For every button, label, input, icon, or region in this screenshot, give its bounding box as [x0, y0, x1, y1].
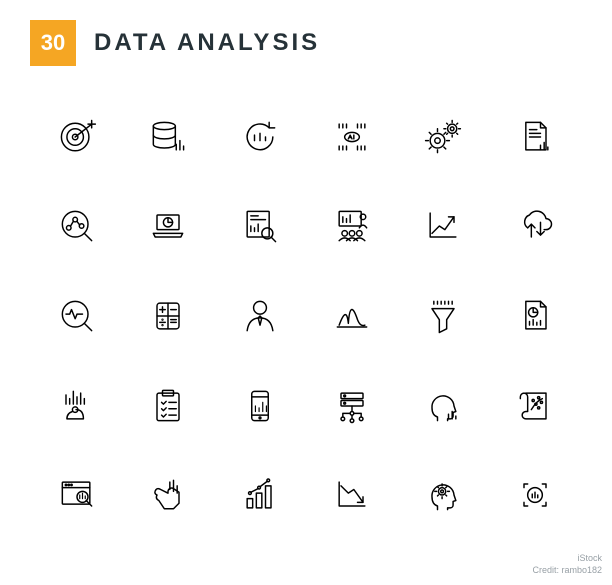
gears-icon	[402, 96, 486, 178]
magnify-pulse-icon	[35, 275, 119, 357]
browser-magnify-bars-icon	[35, 454, 119, 536]
paper-pie-bars-icon	[493, 275, 577, 357]
touch-bars-icon	[35, 365, 119, 447]
line-down-icon	[310, 454, 394, 536]
phone-chart-icon	[218, 365, 302, 447]
laptop-piechart-icon	[127, 186, 211, 268]
database-chart-icon	[127, 96, 211, 178]
line-up-icon	[402, 186, 486, 268]
calculator-icon	[127, 275, 211, 357]
ai-binary-icon	[310, 96, 394, 178]
watermark-line2: Credit: rambo182	[532, 565, 602, 575]
target-arrow-icon	[35, 96, 119, 178]
document-chart-icon	[493, 96, 577, 178]
page-title: DATA ANALYSIS	[94, 29, 320, 57]
watermark-line1: iStock	[577, 553, 602, 563]
bell-curve-icon	[310, 275, 394, 357]
head-gear-icon	[402, 454, 486, 536]
icon-grid	[0, 76, 612, 566]
cloud-updown-icon	[493, 186, 577, 268]
head-chart-icon	[402, 365, 486, 447]
server-network-icon	[310, 365, 394, 447]
focus-bars-icon	[493, 454, 577, 536]
magnify-nodes-icon	[35, 186, 119, 268]
growth-bars-icon	[218, 454, 302, 536]
user-tie-icon	[218, 275, 302, 357]
data-funnel-icon	[402, 275, 486, 357]
scroll-scatter-icon	[493, 365, 577, 447]
report-magnify-icon	[218, 186, 302, 268]
presentation-people-icon	[310, 186, 394, 268]
count-badge: 30	[30, 20, 76, 66]
header: 30 DATA ANALYSIS	[0, 0, 612, 76]
refresh-barchart-icon	[218, 96, 302, 178]
hand-bars-icon	[127, 454, 211, 536]
clipboard-check-icon	[127, 365, 211, 447]
